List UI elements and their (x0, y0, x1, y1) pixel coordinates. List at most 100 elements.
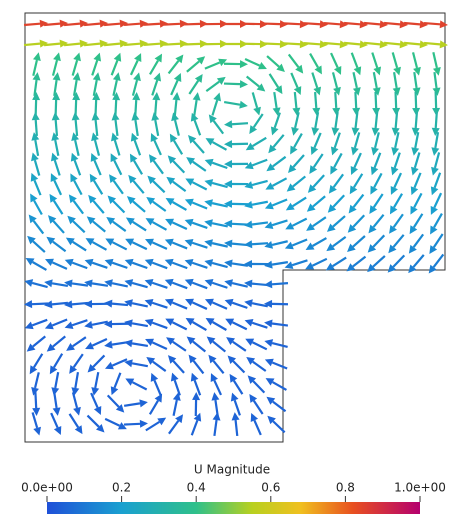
vector-arrow-shaft (231, 321, 248, 331)
vector-arrow-shaft (394, 132, 400, 149)
vector-arrow-shaft (231, 301, 248, 309)
vector-arrow-shaft (233, 399, 241, 416)
vector-arrow-shaft (232, 360, 246, 374)
vector-arrow-shaft (212, 360, 225, 374)
vector-arrow-shaft (71, 301, 89, 306)
vector-arrow-shaft (72, 240, 87, 252)
vector-arrow-head (88, 194, 97, 204)
vector-arrow-head (229, 373, 238, 383)
vector-arrow-head (204, 278, 214, 287)
vector-arrow-head (51, 132, 60, 141)
vector-arrow-shaft (83, 22, 101, 27)
vector-arrow-shaft (163, 42, 181, 46)
vector-arrow-head (47, 215, 57, 224)
vector-arrow-shaft (293, 132, 303, 149)
vector-arrow-head (73, 406, 81, 416)
vector-arrow-head (339, 20, 348, 29)
vector-arrow-shaft (372, 234, 386, 248)
vector-arrow-head (326, 223, 336, 232)
vector-arrow-head (126, 196, 136, 205)
vector-arrow-head (30, 193, 38, 203)
vector-arrow-head (169, 133, 178, 143)
vector-arrow-head (305, 242, 315, 250)
vector-arrow-shaft (191, 281, 208, 290)
vector-arrow-head (239, 80, 248, 89)
vector-arrow-shaft (313, 132, 322, 149)
vector-arrow-head (309, 165, 318, 174)
vector-arrow-shaft (32, 335, 46, 348)
vector-arrow-shaft (54, 119, 59, 137)
vector-arrow-shaft (91, 261, 108, 269)
vector-arrow-shaft (291, 217, 308, 227)
vector-arrow-head (313, 86, 322, 96)
vector-arrow-shaft (333, 152, 343, 169)
vector-arrow-head (319, 20, 328, 29)
vector-arrow-head (285, 222, 295, 230)
vector-arrow-head (124, 359, 133, 368)
vector-arrow-shaft (132, 220, 147, 232)
vector-arrow-head (353, 66, 362, 76)
vector-arrow-shaft (266, 55, 280, 68)
vector-arrow-shaft (283, 42, 301, 46)
vector-arrow-shaft (63, 22, 81, 27)
vector-arrow-head (68, 194, 77, 204)
vector-arrow-shaft (123, 402, 141, 407)
vector-arrow-shaft (244, 58, 261, 67)
vector-arrow-head (165, 218, 175, 226)
vector-arrow-shaft (131, 261, 148, 270)
vector-arrow-head (370, 166, 379, 176)
vector-arrow-head (279, 40, 288, 49)
vector-arrow-shaft (151, 241, 168, 250)
vector-arrow-shaft (111, 261, 128, 269)
vector-arrow-shaft (145, 420, 160, 432)
vector-arrow-head (151, 112, 160, 121)
vector-arrow-shaft (92, 354, 106, 368)
vector-arrow-head (224, 239, 233, 248)
vector-arrow-shaft (412, 233, 425, 248)
vector-arrow-shaft (94, 372, 100, 389)
vector-arrow-shaft (53, 391, 58, 409)
vector-arrow-head (44, 321, 54, 330)
vector-arrow-head (85, 342, 95, 350)
vector-arrow-head (165, 318, 175, 326)
colorbar-tick-label: 0.4 (187, 481, 206, 495)
vector-arrow-shaft (172, 340, 187, 352)
vector-arrow-head (219, 39, 228, 48)
vector-arrow-head (347, 243, 356, 253)
vector-arrow-shaft (151, 261, 168, 270)
vector-arrow-shaft (211, 261, 228, 269)
vector-arrow-shaft (272, 134, 285, 148)
vector-arrow-shaft (372, 193, 384, 208)
vector-arrow-head (24, 321, 34, 330)
vector-arrow-shaft (91, 320, 108, 326)
vector-arrow-head (411, 147, 420, 156)
vector-arrow-shaft (271, 198, 288, 207)
vector-arrow-shaft (271, 177, 288, 187)
vector-arrow-shaft (432, 52, 438, 69)
vector-arrow-head (184, 198, 194, 207)
vector-arrow-head (196, 56, 206, 65)
vector-arrow-shaft (153, 139, 162, 156)
vector-arrow-shaft (412, 213, 424, 228)
vector-arrow-shaft (251, 321, 268, 329)
vector-arrow-shaft (71, 282, 89, 287)
vector-arrow-head (225, 318, 235, 326)
vector-arrow-shaft (294, 112, 300, 129)
vector-arrow-head (84, 258, 94, 267)
vector-arrow-head (28, 214, 37, 224)
vector-arrow-head (272, 107, 281, 116)
vector-arrow-shaft (193, 119, 202, 136)
vector-arrow-shaft (231, 222, 249, 226)
vector-arrow-head (212, 412, 221, 421)
vector-arrow-head (72, 72, 81, 81)
vector-arrow-shaft (110, 59, 119, 76)
vector-arrow-shaft (363, 21, 381, 26)
vector-arrow-shaft (391, 52, 399, 69)
vector-arrow-head (246, 357, 256, 365)
vector-arrow-head (419, 40, 428, 49)
vector-arrow-head (145, 218, 155, 226)
vector-arrow-shaft (91, 59, 99, 76)
vector-arrow-shaft (43, 42, 61, 47)
vector-arrow-head (150, 372, 159, 382)
vector-arrow-shaft (172, 399, 178, 416)
